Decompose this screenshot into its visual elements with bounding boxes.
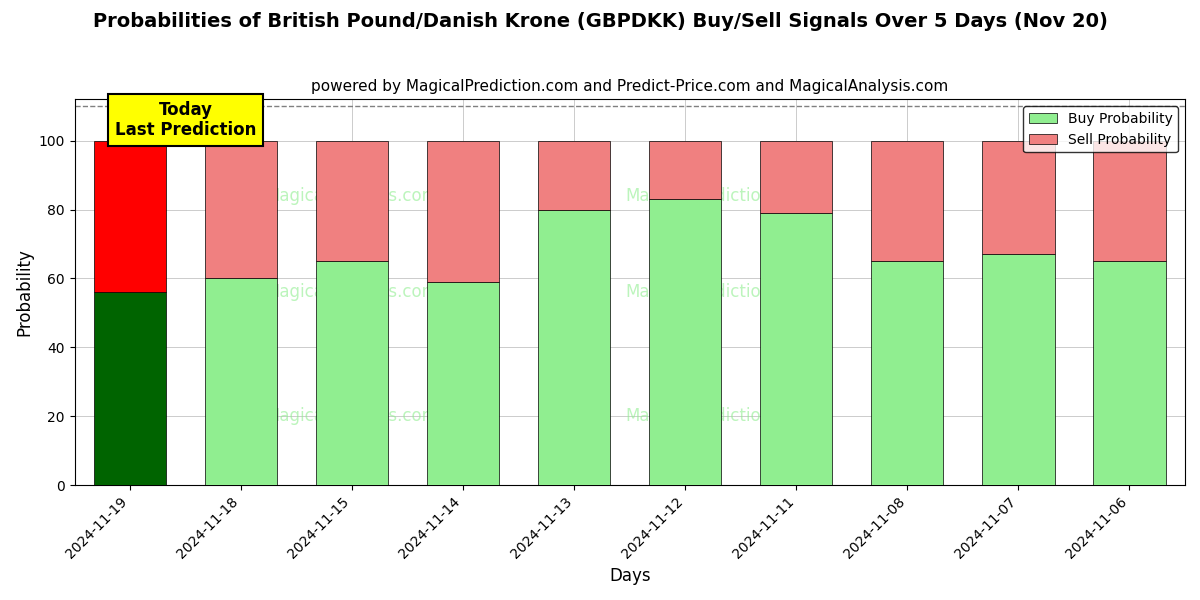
Bar (94, 292, 167, 485)
Bar (649, 140, 721, 199)
Bar (205, 140, 277, 278)
Bar (316, 261, 389, 485)
Bar (427, 282, 499, 485)
Text: MagicalPrediction.com: MagicalPrediction.com (625, 187, 812, 205)
Bar (983, 254, 1055, 485)
Text: MagicalAnalysis.com: MagicalAnalysis.com (266, 187, 439, 205)
Bar (761, 213, 833, 485)
Bar (316, 140, 389, 261)
Text: MagicalPrediction.com: MagicalPrediction.com (625, 407, 812, 425)
Bar (649, 199, 721, 485)
Text: MagicalAnalysis.com: MagicalAnalysis.com (266, 407, 439, 425)
Bar (205, 278, 277, 485)
Bar (94, 140, 167, 292)
Bar (1093, 140, 1165, 261)
Text: MagicalAnalysis.com: MagicalAnalysis.com (266, 283, 439, 301)
Text: MagicalPrediction.com: MagicalPrediction.com (625, 283, 812, 301)
Text: Probabilities of British Pound/Danish Krone (GBPDKK) Buy/Sell Signals Over 5 Day: Probabilities of British Pound/Danish Kr… (92, 12, 1108, 31)
Bar (1093, 261, 1165, 485)
Text: Today
Last Prediction: Today Last Prediction (115, 101, 257, 139)
Bar (539, 209, 611, 485)
Bar (983, 140, 1055, 254)
Bar (761, 140, 833, 213)
Bar (427, 140, 499, 282)
X-axis label: Days: Days (610, 567, 650, 585)
Title: powered by MagicalPrediction.com and Predict-Price.com and MagicalAnalysis.com: powered by MagicalPrediction.com and Pre… (311, 79, 948, 94)
Y-axis label: Probability: Probability (16, 248, 34, 336)
Bar (871, 140, 943, 261)
Legend: Buy Probability, Sell Probability: Buy Probability, Sell Probability (1024, 106, 1178, 152)
Bar (871, 261, 943, 485)
Bar (539, 140, 611, 209)
